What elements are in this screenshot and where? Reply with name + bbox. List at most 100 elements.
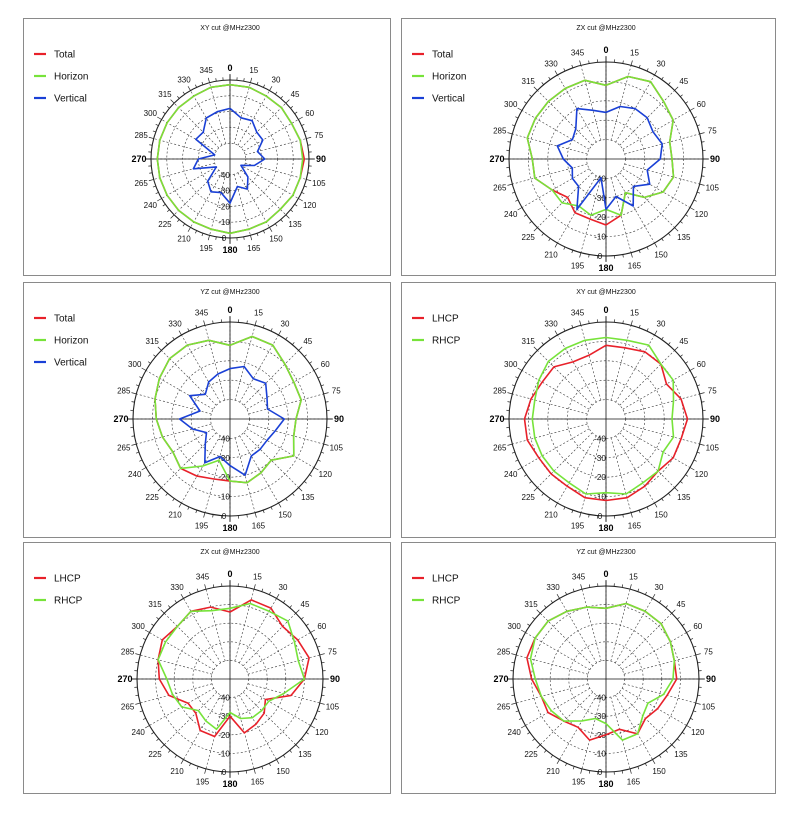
grid-spoke	[622, 168, 691, 208]
angle-label: 180	[222, 523, 237, 533]
legend-label: Vertical	[432, 94, 465, 105]
tick-mark	[147, 474, 151, 477]
grid-spoke	[161, 166, 217, 199]
chart-panel-3: YZ cut @MHz2300 0 15 30 45 60 75 90 105 120 135 150…	[23, 282, 391, 538]
tick-mark	[314, 717, 318, 720]
tick-mark	[285, 99, 290, 104]
tick-mark	[536, 609, 541, 614]
tick-mark	[135, 384, 139, 387]
tick-mark	[646, 246, 649, 250]
tick-mark	[152, 130, 156, 133]
grid-spoke	[183, 598, 221, 664]
tick-mark	[325, 435, 329, 437]
tick-mark	[654, 70, 658, 76]
tick-mark	[511, 694, 515, 697]
tick-mark	[153, 481, 156, 484]
tick-mark	[313, 467, 319, 471]
grid-spoke	[161, 432, 217, 488]
tick-mark	[294, 204, 298, 207]
tick-mark	[571, 64, 574, 68]
series-line-lhcp	[157, 599, 310, 738]
tick-mark	[298, 116, 303, 120]
grid-spoke	[610, 177, 632, 253]
series-line-horizon	[156, 83, 304, 235]
tick-mark	[165, 342, 168, 345]
tick-mark	[529, 354, 532, 357]
angle-label: 15	[254, 309, 263, 318]
tick-mark	[523, 361, 527, 364]
tick-mark	[207, 77, 210, 83]
tick-mark	[301, 738, 304, 741]
tick-mark	[204, 768, 207, 774]
tick-mark	[515, 376, 519, 379]
grid-spoke	[164, 691, 218, 745]
grid-spoke	[537, 432, 593, 488]
legend-label: LHCP	[432, 314, 459, 325]
grid-spoke	[205, 589, 226, 662]
tick-mark	[149, 172, 153, 174]
tick-mark	[245, 584, 248, 588]
tick-mark	[166, 106, 170, 109]
tick-mark	[204, 584, 207, 590]
angle-label: 75	[708, 127, 717, 136]
angle-label: 225	[522, 233, 536, 242]
tick-mark	[321, 451, 325, 454]
grid-spoke	[615, 175, 655, 244]
tick-mark	[621, 770, 624, 774]
angle-label: 135	[298, 750, 312, 759]
angle-label: 120	[315, 728, 329, 737]
grid-spoke	[621, 632, 687, 670]
series-line-horizon	[154, 335, 303, 484]
tick-mark	[135, 702, 141, 705]
tick-mark	[295, 744, 300, 749]
tick-mark	[511, 124, 515, 127]
tick-mark	[135, 661, 139, 664]
grid-spoke	[512, 133, 588, 155]
angle-label: 150	[654, 250, 668, 259]
angle-label: 300	[128, 360, 142, 369]
tick-mark	[579, 512, 582, 518]
tick-mark	[665, 605, 668, 608]
grid-spoke	[161, 350, 217, 406]
tick-mark	[515, 459, 519, 462]
angle-label: 195	[200, 244, 214, 253]
angle-label: 0	[603, 305, 608, 315]
angle-label: 195	[571, 521, 585, 530]
grid-spoke	[540, 613, 594, 667]
grid-spoke	[624, 423, 700, 445]
series-line-rhcp	[157, 602, 306, 731]
tick-mark	[572, 766, 575, 770]
tick-mark	[668, 233, 671, 236]
tick-mark	[527, 732, 531, 735]
tick-mark	[187, 506, 190, 510]
tick-mark	[201, 81, 204, 85]
tick-mark	[153, 354, 156, 357]
tick-mark	[290, 106, 294, 109]
tick-mark	[148, 179, 154, 182]
angle-label: 300	[508, 622, 522, 631]
tick-mark	[580, 584, 583, 590]
tick-mark	[319, 702, 325, 705]
tick-mark	[668, 493, 671, 496]
tick-mark	[507, 141, 511, 143]
tick-mark	[518, 717, 522, 720]
tick-mark	[671, 744, 676, 749]
grid-spoke	[521, 428, 590, 468]
tick-mark	[548, 336, 551, 340]
grid-spoke	[559, 598, 597, 664]
tick-mark	[588, 60, 590, 64]
grid-spoke	[190, 172, 223, 228]
tick-mark	[554, 502, 558, 508]
tick-mark	[177, 219, 180, 223]
tick-mark	[157, 346, 162, 351]
angle-label: 120	[319, 470, 333, 479]
angle-label: 135	[301, 493, 315, 502]
tick-mark	[630, 512, 633, 518]
tick-mark	[269, 86, 273, 91]
angle-label: 315	[524, 600, 538, 609]
grid-spoke	[623, 683, 696, 704]
tick-mark	[646, 68, 649, 72]
grid-spoke	[149, 632, 215, 670]
chart-title: ZX cut @MHz2300	[200, 549, 259, 556]
grid-spoke	[237, 90, 270, 146]
